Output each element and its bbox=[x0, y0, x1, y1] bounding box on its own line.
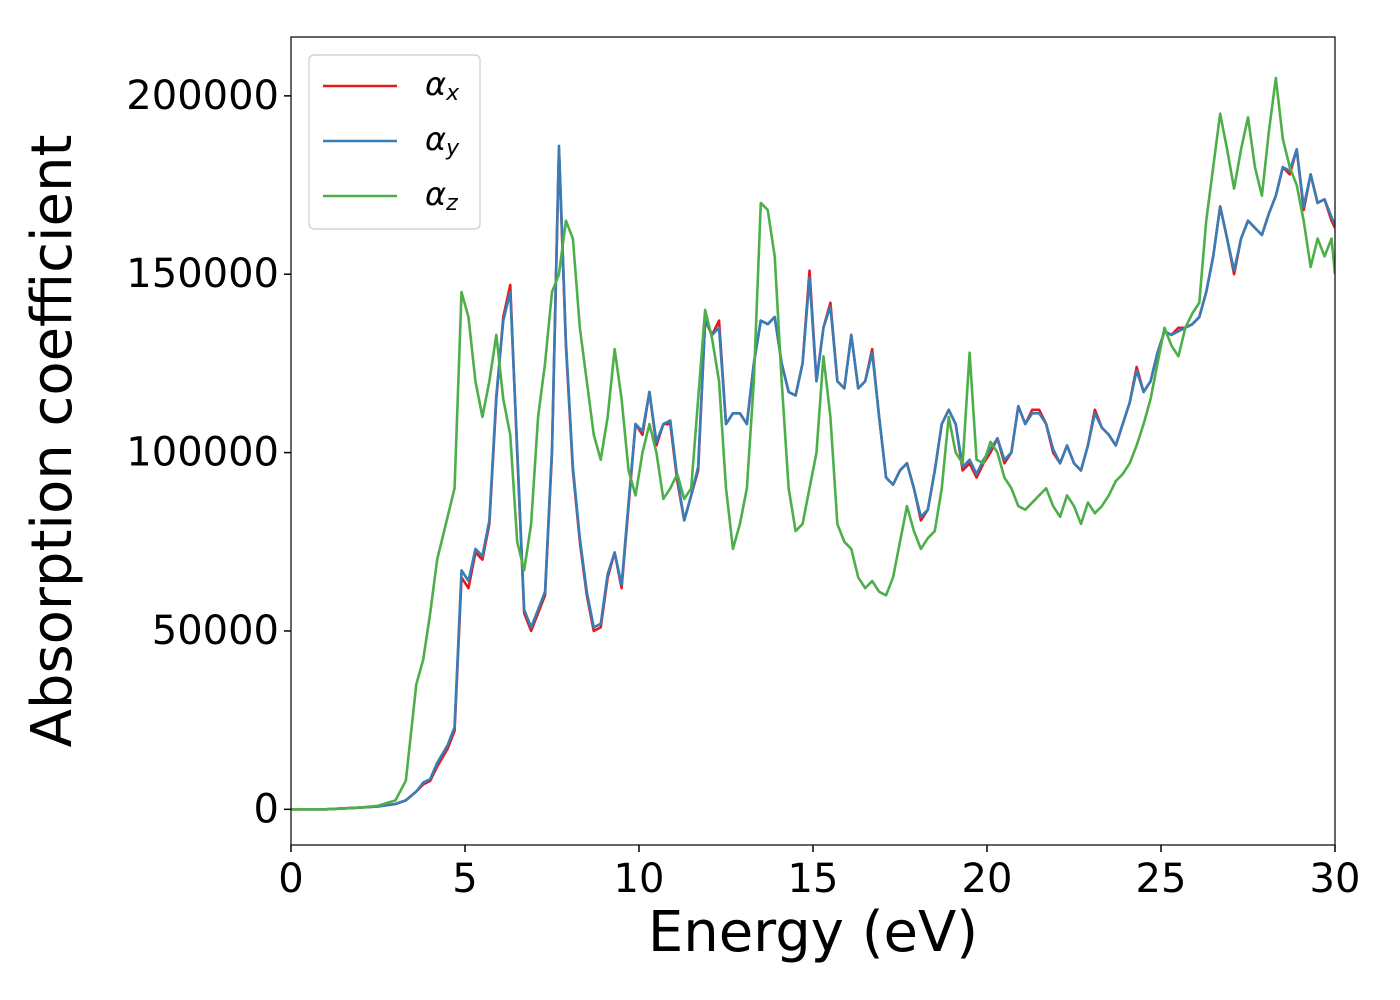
y-tick-label: 150000 bbox=[126, 251, 279, 297]
x-tick-label: 20 bbox=[962, 856, 1013, 902]
legend-label: αz bbox=[425, 175, 458, 216]
y-axis-label: Absorption coefficient bbox=[20, 135, 85, 748]
series-line bbox=[291, 148, 1335, 811]
x-tick-label: 25 bbox=[1136, 856, 1187, 902]
series-line bbox=[291, 144, 1335, 811]
y-tick-label: 50000 bbox=[152, 608, 279, 654]
plot-frame bbox=[290, 36, 1336, 846]
x-tick-label: 30 bbox=[1310, 856, 1361, 902]
legend-label: αy bbox=[425, 120, 460, 161]
legend-label: αx bbox=[425, 65, 460, 106]
series-line bbox=[291, 76, 1335, 811]
y-tick-label: 0 bbox=[254, 786, 279, 832]
y-tick-label: 100000 bbox=[126, 430, 279, 476]
x-tick-label: 15 bbox=[788, 856, 839, 902]
x-axis-label: Energy (eV) bbox=[648, 900, 978, 965]
y-tick-label: 200000 bbox=[126, 73, 279, 119]
x-tick-label: 10 bbox=[614, 856, 665, 902]
x-tick-label: 5 bbox=[452, 856, 477, 902]
x-tick-label: 0 bbox=[278, 856, 303, 902]
